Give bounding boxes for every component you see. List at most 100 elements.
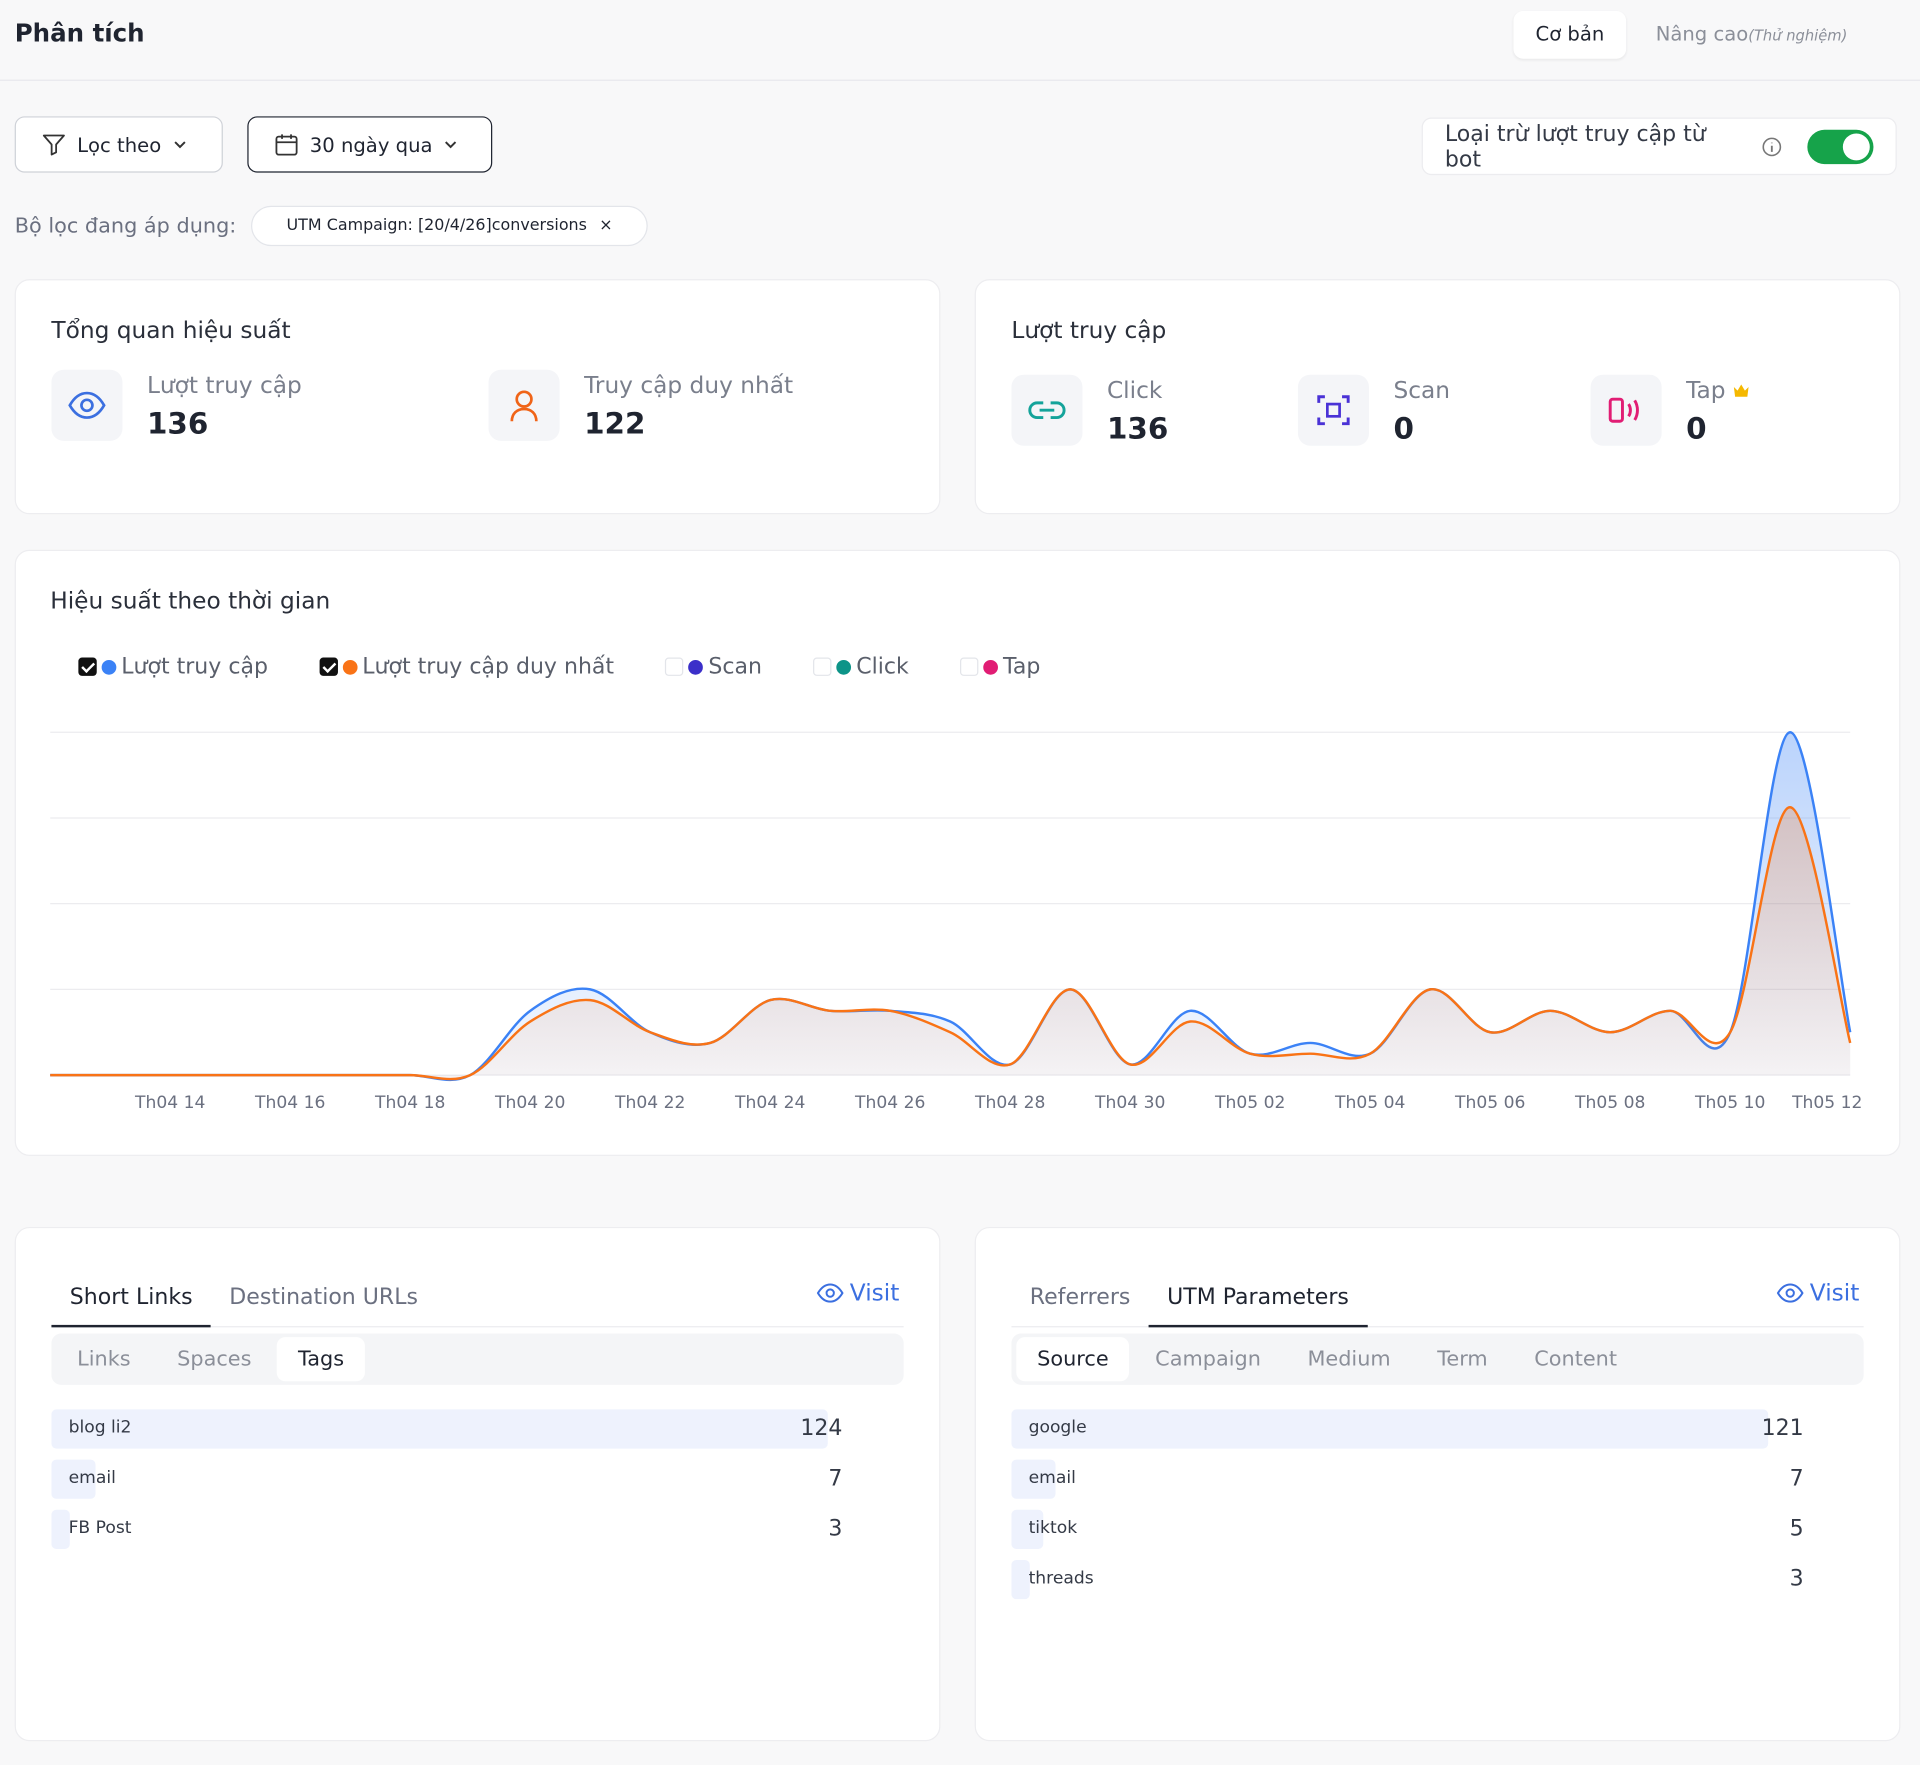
- stat-icon: [1590, 374, 1662, 446]
- panel-tabs: Referrers UTM Parameters: [1011, 1275, 1864, 1328]
- row: google 121: [1011, 1409, 1828, 1449]
- x-tick-label: Th04 24: [734, 1093, 805, 1113]
- row: threads 3: [1011, 1560, 1828, 1600]
- stat-value: 122: [584, 406, 646, 441]
- stat: Click 136: [1011, 374, 1169, 446]
- stat-label: Click: [1106, 377, 1163, 405]
- legend-dot: [836, 659, 852, 675]
- legend-item[interactable]: Click: [813, 653, 909, 680]
- stat-label: Scan: [1393, 377, 1451, 405]
- links-card: Short Links Destination URLs Visit Links S…: [14, 1226, 941, 1742]
- panel-tab[interactable]: Short Links: [51, 1275, 211, 1328]
- stat-label-text: Tap: [1686, 377, 1726, 405]
- toggle-switch[interactable]: [1807, 129, 1874, 164]
- date-button[interactable]: 30 ngày qua: [247, 116, 493, 173]
- mode-tabs: Cơ bản Nâng cao(Thử nghiệm): [1513, 11, 1869, 59]
- area: [50, 807, 1851, 1080]
- row-label: tiktok: [1028, 1518, 1078, 1538]
- row-value: 3: [1789, 1566, 1804, 1592]
- bar: [51, 1459, 96, 1499]
- row: FB Post 3: [51, 1509, 867, 1549]
- row: email 7: [51, 1459, 867, 1499]
- legend-checkbox[interactable]: [78, 657, 97, 676]
- legend-label: Tap: [1003, 653, 1041, 680]
- sources-card: Referrers UTM Parameters Visit Source Camp…: [974, 1226, 1901, 1742]
- stat-icon: [51, 369, 123, 441]
- stat: Tap 0: [1590, 374, 1750, 446]
- visit-label: Visit: [849, 1279, 900, 1307]
- row-label: blog li2: [68, 1417, 132, 1438]
- stat-label: Truy cập duy nhất: [584, 372, 794, 400]
- panel-tab[interactable]: UTM Parameters: [1148, 1275, 1368, 1328]
- x-tick-label: Th04 22: [614, 1093, 685, 1113]
- row: email 7: [1011, 1459, 1828, 1499]
- filter-button[interactable]: Lọc theo: [14, 116, 223, 173]
- sub-tab[interactable]: Links: [77, 1346, 131, 1372]
- x-tick-label: Th05 04: [1334, 1093, 1405, 1113]
- row-label: email: [1028, 1468, 1076, 1488]
- tab-label: Nâng cao: [1655, 22, 1749, 46]
- chip-remove[interactable]: ×: [599, 216, 613, 236]
- x-tick-label: Th04 30: [1094, 1093, 1165, 1113]
- tab-bar: Referrers UTM Parameters: [1011, 1275, 1864, 1328]
- sub-tab[interactable]: Spaces: [177, 1346, 252, 1372]
- panel-tab[interactable]: Referrers: [1029, 1284, 1131, 1311]
- legend-label: Click: [856, 653, 909, 680]
- visit-link[interactable]: Visit: [1776, 1279, 1860, 1307]
- visit-link[interactable]: Visit: [816, 1279, 900, 1307]
- bar: [1011, 1560, 1031, 1600]
- legend-checkbox[interactable]: [319, 657, 338, 676]
- legend-checkbox[interactable]: [960, 657, 979, 676]
- bar: [1011, 1509, 1043, 1549]
- legend: Lượt truy cập Lượt truy cập duy nhất Scan C…: [78, 654, 1040, 680]
- legend-checkbox[interactable]: [665, 657, 684, 676]
- tab[interactable]: Nâng cao(Thử nghiệm): [1634, 11, 1870, 59]
- stat-value: 0: [1686, 411, 1707, 446]
- x-tick-label: Th05 08: [1574, 1093, 1645, 1113]
- chart: Th04 14 Th04 16 Th04 18 Th04 20 Th04 22 Th04 …: [50, 731, 1862, 1113]
- row-value: 7: [1789, 1465, 1804, 1492]
- bot-filter: Loại trừ lượt truy cập từ bot: [1421, 117, 1897, 176]
- tab-note: (Thử nghiệm): [1748, 26, 1848, 45]
- legend-checkbox[interactable]: [813, 657, 832, 676]
- sub-tab[interactable]: Term: [1437, 1346, 1488, 1372]
- row-label: google: [1028, 1417, 1087, 1438]
- x-tick-label: Th04 16: [254, 1093, 325, 1113]
- x-tick-label: Th04 18: [374, 1093, 445, 1113]
- stat-value: 136: [1106, 411, 1169, 446]
- legend-item[interactable]: Lượt truy cập: [78, 654, 268, 680]
- legend-item[interactable]: Scan: [665, 654, 762, 680]
- filter-icon: [42, 134, 65, 156]
- applied-filters: Bộ lọc đang áp dụng: UTM Campaign: [20/4…: [15, 205, 649, 247]
- x-tick-label: Th04 28: [974, 1093, 1045, 1113]
- info-icon: [1762, 136, 1782, 156]
- row-value: 3: [828, 1515, 843, 1542]
- legend-item[interactable]: Tap: [960, 654, 1040, 680]
- sub-tab[interactable]: Tags: [277, 1337, 365, 1382]
- date-label: 30 ngày qua: [309, 132, 433, 157]
- stat-label: Tap: [1686, 377, 1750, 404]
- bar: [51, 1509, 71, 1549]
- sub-tabs: Links Spaces Tags: [51, 1333, 904, 1385]
- card-title: Tổng quan hiệu suất: [51, 317, 291, 345]
- sub-tab[interactable]: Campaign: [1155, 1346, 1261, 1372]
- sub-tab[interactable]: Content: [1534, 1346, 1618, 1372]
- chevron: [445, 141, 457, 149]
- visit-label: Visit: [1809, 1279, 1860, 1307]
- panel-tab[interactable]: Destination URLs: [229, 1284, 419, 1311]
- bot-filter-label: Loại trừ lượt truy cập từ bot: [1444, 120, 1706, 173]
- sub-tab[interactable]: Medium: [1307, 1346, 1391, 1372]
- tab[interactable]: Cơ bản: [1513, 11, 1627, 59]
- stat: Truy cập duy nhất 122: [488, 369, 794, 441]
- x-tick-label: Th04 20: [494, 1093, 565, 1113]
- stat: Scan 0: [1297, 374, 1451, 446]
- panel-tabs: Short Links Destination URLs: [51, 1275, 904, 1328]
- filter-chip: UTM Campaign: [20/4/26]conversions ×: [251, 205, 649, 247]
- bar: [51, 1409, 828, 1449]
- stat-icon: [1011, 374, 1083, 446]
- row-label: email: [68, 1468, 116, 1488]
- stat-label: Lượt truy cập: [146, 372, 302, 400]
- sub-tab[interactable]: Source: [1016, 1337, 1130, 1382]
- legend-item[interactable]: Lượt truy cập duy nhất: [319, 654, 614, 680]
